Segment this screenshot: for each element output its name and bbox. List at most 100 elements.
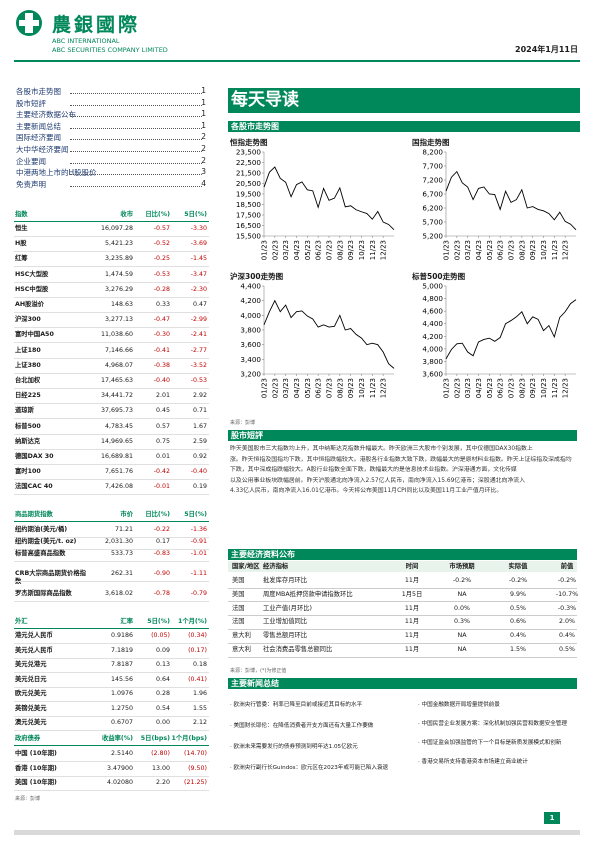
x-tick-label: 06/23	[497, 378, 505, 398]
row-rule	[14, 561, 209, 562]
table-cell: 社会消费品零售总额同比	[263, 646, 333, 653]
table-header: 市价	[120, 511, 133, 518]
x-tick-label: 12/23	[380, 240, 388, 260]
table-cell: 2.20	[155, 779, 170, 786]
table-rule	[14, 745, 209, 746]
x-tick-label: 05/23	[304, 378, 312, 398]
table-cell: 工业增加值同比	[263, 618, 308, 626]
toc-leader	[70, 174, 202, 176]
table-cell: 法国CAC 40	[15, 483, 53, 491]
table-cell: -2.30	[190, 285, 207, 293]
x-tick-label: 04/23	[475, 240, 483, 260]
toc-title: 企业要闻	[16, 156, 46, 166]
series-line	[445, 299, 577, 360]
table-cell: 0.4%	[559, 632, 575, 640]
x-tick-label: 02/23	[453, 378, 461, 398]
toc-title: 国际经济要闻	[16, 133, 61, 143]
table-header: 日比(%)	[145, 511, 170, 518]
row-rule	[14, 251, 209, 252]
toc-leader	[70, 116, 202, 118]
table-cell: 11月	[404, 577, 420, 584]
table-cell: NA	[457, 632, 467, 640]
news-item: · 中国金融数据开局增量提供前景	[418, 702, 500, 708]
y-tick-label: 7,700	[422, 162, 443, 171]
table-cell: -0.2%	[508, 577, 528, 584]
table-cell: 1.67	[192, 422, 207, 430]
x-tick-label: 11/23	[551, 240, 559, 260]
toc-leader	[70, 151, 202, 152]
line-chart: 3,600 3,800 4,000 4,200 4,400 4,600 4,800 5,000…	[422, 282, 577, 398]
table-cell: 法国	[232, 618, 245, 626]
y-tick-label: 4,000	[240, 311, 261, 320]
table-cell: 11月	[404, 618, 420, 626]
table-cell: 3.47900	[106, 764, 133, 772]
table-cell: 欧元兑美元	[15, 690, 47, 697]
row-rule	[14, 686, 209, 687]
x-tick-label: 10/23	[358, 378, 366, 398]
toc-leader	[70, 127, 202, 129]
table-cell: -3.30	[190, 225, 207, 232]
table-cell: 法国	[232, 604, 245, 612]
table-cell: (14.70)	[184, 750, 207, 757]
y-tick-label: 4,200	[240, 296, 261, 305]
y-tick-label: 21,500	[236, 169, 262, 178]
table-cell: 港元兑人民币	[15, 632, 53, 639]
table-cell: HSC大型股	[15, 270, 49, 278]
table-cell: 0.5%	[510, 604, 526, 612]
table-cell: 工业产值(月环比)	[263, 604, 312, 612]
table-cell: (0.05)	[151, 632, 170, 639]
chart-title: 标普500走势图	[412, 272, 466, 281]
table-cell: -0.41	[153, 346, 170, 354]
x-tick-label: 07/23	[508, 378, 516, 398]
x-tick-label: 03/23	[282, 240, 290, 260]
table-cell: 澳元兑美元	[15, 719, 47, 726]
table-cell: 0.75	[155, 437, 170, 445]
row-rule	[14, 266, 209, 267]
table-cell: 3,235.89	[104, 255, 133, 263]
table-cell: 标普高盛商品指数	[15, 550, 66, 557]
y-tick-label: 19,500	[236, 190, 262, 199]
brand-en: ABC SECURITIES COMPANY LIMITED	[52, 46, 168, 54]
table-cell: 34,441.72	[100, 392, 133, 400]
table-cell: 0.92	[192, 453, 207, 460]
table-cell: 1.2750	[110, 704, 133, 712]
table-cell: -3.52	[190, 361, 207, 369]
x-tick-label: 11/23	[369, 240, 377, 260]
table-cell: 1.96	[192, 690, 207, 697]
toc-page: 1	[201, 97, 206, 107]
table-cell: 0.3%	[454, 618, 470, 626]
table-header: 市场预期	[449, 563, 475, 570]
table-cell: -0.52	[153, 240, 170, 248]
table-cell: 0.17	[155, 538, 170, 545]
toc-title: 免责声明	[16, 179, 46, 189]
x-tick-label: 04/23	[293, 240, 301, 260]
table-cell: 145.56	[110, 675, 133, 683]
y-tick-label: 8,200	[422, 148, 443, 157]
y-tick-label: 17,500	[236, 211, 262, 220]
table-header: 1个月(%)	[177, 618, 207, 625]
row-rule	[14, 775, 209, 776]
table-header: 实际值	[508, 563, 528, 570]
table-rule	[14, 221, 209, 222]
table-cell: 262.31	[110, 570, 133, 577]
row-rule	[14, 236, 209, 237]
x-tick-label: 09/23	[529, 240, 537, 260]
x-tick-label: 10/23	[358, 240, 366, 260]
table-cell: 美国 (10年期)	[15, 779, 57, 786]
x-tick-label: 06/23	[497, 240, 505, 260]
table-cell: 3,276.29	[104, 285, 133, 293]
y-tick-label: 4,600	[422, 307, 443, 316]
table-cell: 美国	[232, 590, 245, 598]
y-tick-label: 18,500	[236, 200, 262, 209]
series-line	[263, 299, 395, 369]
row-rule	[228, 642, 577, 644]
toc-page: 1	[201, 86, 206, 95]
table-header: 外汇	[15, 618, 28, 625]
toc-leader	[70, 162, 202, 164]
table-cell: 5,421.23	[104, 240, 133, 248]
brand-en: ABC INTERNATIONAL	[52, 37, 120, 45]
table-cell: 2.5140	[110, 750, 133, 757]
commentary-line: 昨天美国股市三大指数均上升，其中纳斯达克指数升幅最大。昨天欧洲三大股市个别发展，…	[230, 446, 533, 452]
table-header: 5日(%)	[184, 511, 207, 518]
table-cell: 16,097.28	[100, 225, 133, 232]
